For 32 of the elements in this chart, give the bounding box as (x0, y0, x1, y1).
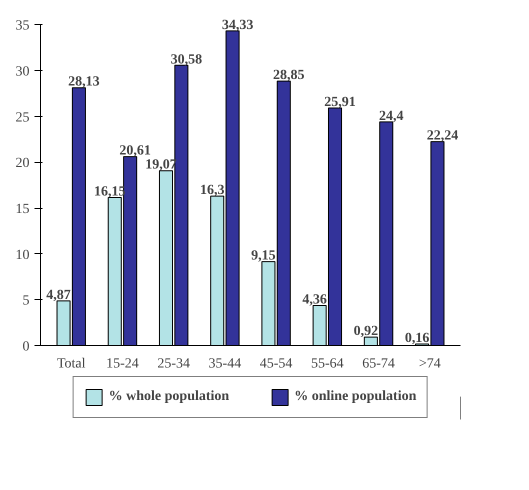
data-label: 4,36 (302, 292, 327, 308)
data-label: 24,4 (378, 108, 404, 124)
data-label: 0,92 (354, 324, 378, 340)
y-tick-label: 15 (16, 202, 30, 218)
y-tick-label: 0 (22, 340, 30, 354)
data-label: 20,61 (119, 144, 151, 159)
data-label: 4,87 (46, 288, 71, 303)
y-tick-label: 20 (16, 156, 30, 172)
data-label: 34,33 (222, 18, 254, 33)
x-tick-label: 15-24 (106, 356, 139, 372)
legend-label: % online population (294, 388, 416, 404)
y-tick-label: 35 (16, 18, 30, 34)
data-label: 28,85 (273, 68, 305, 84)
data-label: 9,15 (251, 248, 276, 264)
data-label: 0,16 (404, 331, 430, 346)
data-label: 25,91 (324, 95, 356, 110)
legend-label: % whole population (108, 388, 230, 404)
data-label: 16,3 (200, 183, 224, 198)
y-tick-label: 5 (22, 294, 30, 309)
y-tick-label: 25 (16, 110, 30, 126)
data-label: 28,13 (68, 74, 100, 90)
y-tick-label: 30 (16, 64, 30, 80)
x-tick-label: 45-54 (260, 356, 292, 372)
x-tick-label: 35-44 (208, 356, 242, 372)
data-label: 22,24 (426, 128, 458, 144)
x-tick-label: 65-74 (362, 356, 395, 372)
x-tick-label: 55-64 (311, 356, 344, 372)
data-label: 30,58 (170, 52, 202, 68)
y-tick-label: 10 (16, 248, 30, 263)
x-tick-label: Total (56, 356, 86, 372)
x-tick-label: 25-34 (157, 356, 190, 372)
x-tick-label: >74 (418, 356, 441, 372)
